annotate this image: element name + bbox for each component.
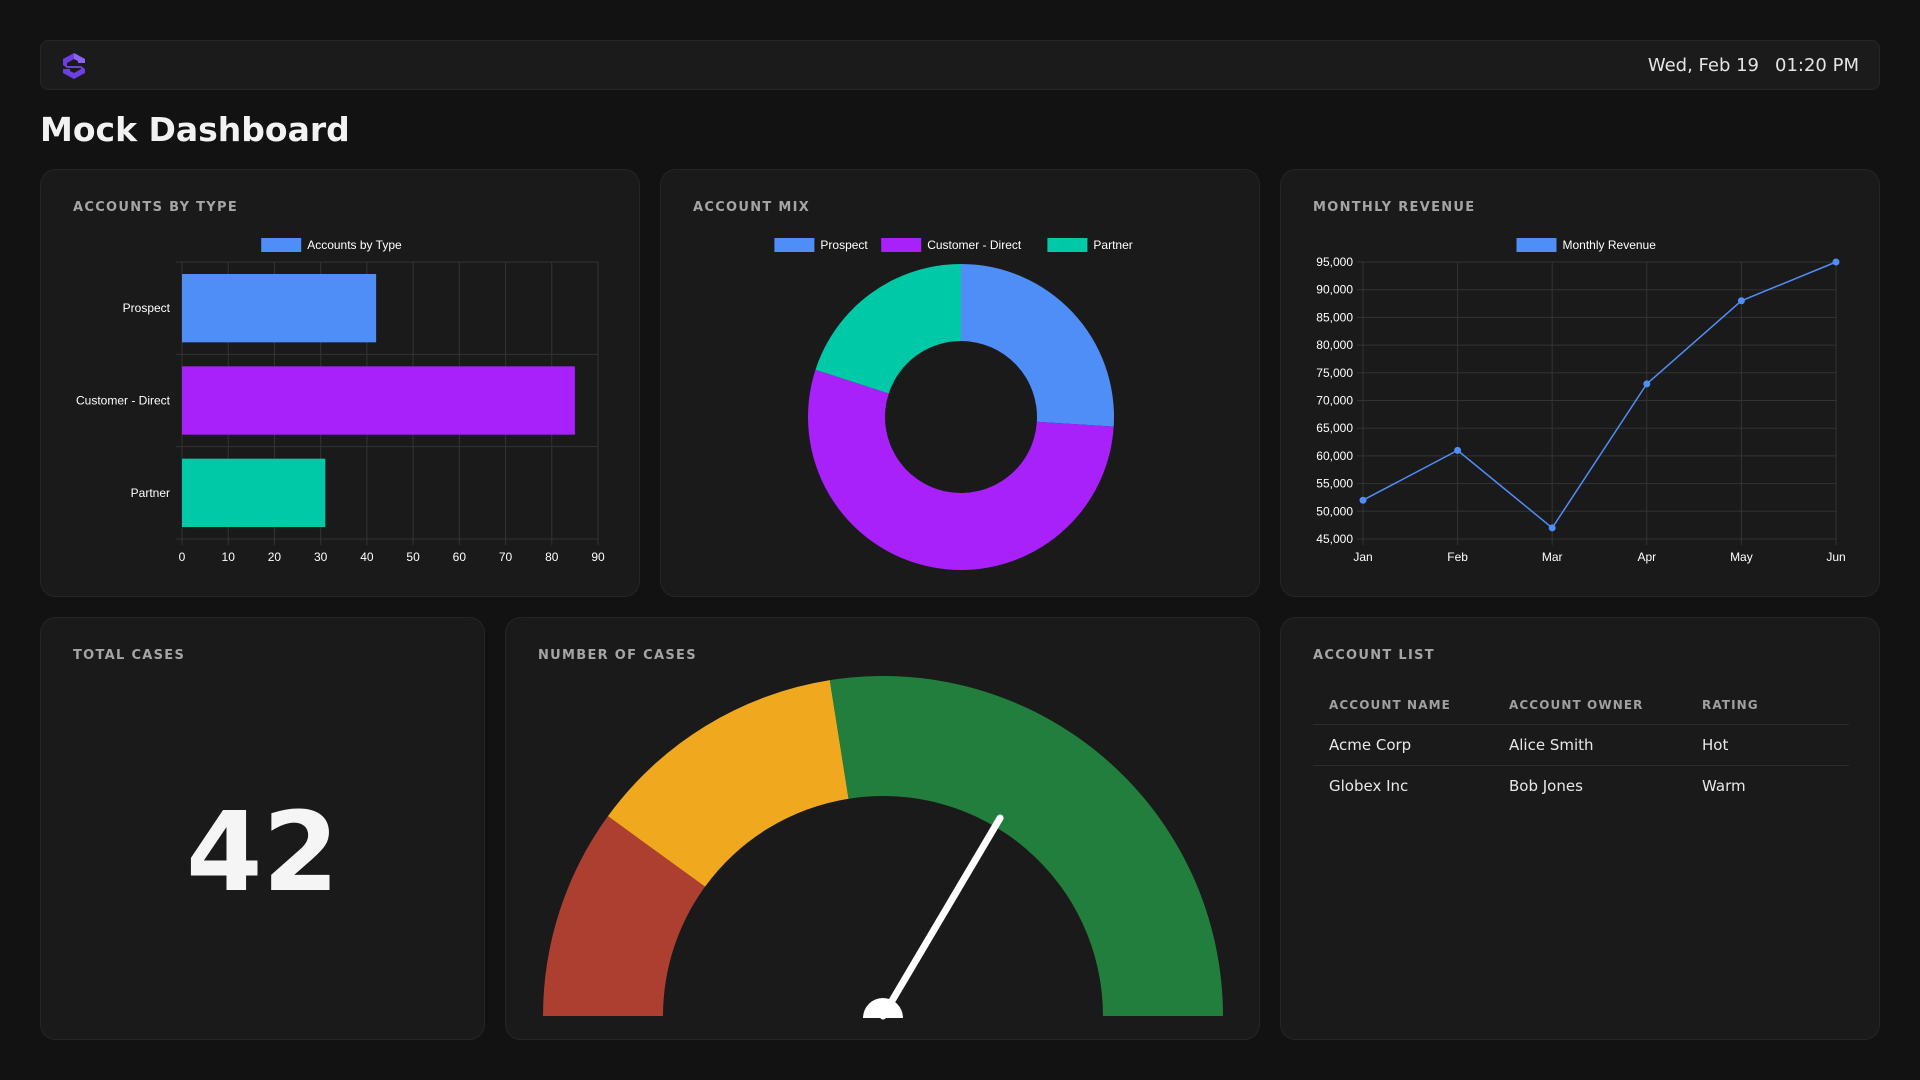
legend-label: Partner <box>1093 238 1132 252</box>
monthly-revenue-chart: Monthly Revenue 45,000 50,000 55,000 60,000 6… <box>1316 238 1846 564</box>
y-tick-label: 85,000 <box>1316 310 1353 324</box>
rating-cell: Hot <box>1686 724 1849 766</box>
column-header-account-name[interactable]: ACCOUNT NAME <box>1313 686 1493 725</box>
account-table: ACCOUNT NAME ACCOUNT OWNER RATING Acme C… <box>1313 686 1849 806</box>
legend-label: Prospect <box>820 238 868 252</box>
data-point <box>1832 258 1840 266</box>
y-tick-label: 65,000 <box>1316 421 1353 435</box>
legend-swatch <box>261 238 302 252</box>
card-title: MONTHLY REVENUE <box>1313 200 1476 215</box>
gauge-segment <box>829 676 1223 1016</box>
accounts-by-type-card: ACCOUNTS BY TYPE Accounts by Type 0 10 20 30… <box>40 169 640 597</box>
brand-logo-icon[interactable] <box>59 51 89 81</box>
gauge-needle-hub <box>863 998 903 1018</box>
legend-swatch <box>1047 238 1088 252</box>
data-point <box>1737 297 1745 305</box>
rating-cell: Warm <box>1702 777 1746 795</box>
x-tick-label: 50 <box>406 550 420 564</box>
x-tick-label: Jan <box>1353 550 1372 564</box>
data-point <box>1548 524 1556 532</box>
gauge-segment <box>543 816 706 1016</box>
account-owner-cell: Alice Smith <box>1493 724 1686 766</box>
date-time: Wed, Feb 19 01:20 PM <box>1648 55 1859 76</box>
x-tick-label: May <box>1730 550 1753 564</box>
series-line <box>1362 261 1837 530</box>
y-tick-label: Prospect <box>123 301 171 315</box>
current-time: 01:20 PM <box>1775 55 1859 76</box>
x-tick-label: 20 <box>268 550 282 564</box>
y-tick-label: 80,000 <box>1316 338 1353 352</box>
page-title: Mock Dashboard <box>40 110 350 149</box>
x-tick-label: Feb <box>1447 550 1468 564</box>
y-tick-label: 55,000 <box>1316 477 1353 491</box>
pie-slice <box>961 264 1114 427</box>
number-of-cases-card: NUMBER OF CASES <box>505 617 1260 1040</box>
x-tick-label: 70 <box>499 550 513 564</box>
account-name-cell: Acme Corp <box>1313 724 1493 766</box>
card-title: ACCOUNT MIX <box>693 200 811 215</box>
x-tick-label: 10 <box>222 550 236 564</box>
card-title: ACCOUNT LIST <box>1313 648 1435 663</box>
table-row[interactable]: Acme Corp Alice Smith Hot <box>1313 724 1849 766</box>
card-title: ACCOUNTS BY TYPE <box>73 200 239 215</box>
x-tick-label: 60 <box>453 550 467 564</box>
gauge-segment <box>607 680 849 887</box>
x-tick-label: 40 <box>360 550 374 564</box>
gauge-needle <box>879 814 1004 1020</box>
legend-swatch <box>881 238 922 252</box>
y-tick-label: Partner <box>131 486 170 500</box>
legend-label: Accounts by Type <box>307 238 402 252</box>
y-tick-label: 95,000 <box>1316 255 1353 269</box>
account-list-card: ACCOUNT LIST ACCOUNT NAME ACCOUNT OWNER … <box>1280 617 1880 1040</box>
x-tick-label: 0 <box>179 550 186 564</box>
current-date: Wed, Feb 19 <box>1647 55 1760 76</box>
column-header-account-owner[interactable]: ACCOUNT OWNER <box>1493 686 1686 725</box>
total-cases-card: TOTAL CASES 42 <box>40 617 485 1040</box>
y-tick-label: 75,000 <box>1316 366 1353 380</box>
card-title: NUMBER OF CASES <box>538 648 697 663</box>
cases-gauge <box>543 676 1223 1020</box>
account-name-cell: Globex Inc <box>1329 777 1409 795</box>
y-tick-label: 45,000 <box>1316 532 1353 546</box>
bar <box>182 366 575 435</box>
legend-swatch <box>774 238 815 252</box>
table-header-row: ACCOUNT NAME ACCOUNT OWNER RATING <box>1313 686 1849 725</box>
y-tick-label: 50,000 <box>1316 504 1353 518</box>
total-cases-value: 42 <box>185 788 340 916</box>
y-tick-label: 70,000 <box>1316 394 1353 408</box>
card-title: TOTAL CASES <box>73 648 186 663</box>
table-row[interactable]: Globex Inc Bob Jones Warm <box>1313 766 1849 807</box>
pie-slice <box>808 369 1114 571</box>
y-tick-label: Customer - Direct <box>76 394 171 408</box>
accounts-by-type-chart: Accounts by Type 0 10 20 30 40 50 60 70 80 90 Prosp… <box>76 238 605 564</box>
account-owner-cell: Bob Jones <box>1509 777 1583 795</box>
account-mix-chart: Prospect Customer - Direct Partner <box>774 238 1133 571</box>
top-bar: Wed, Feb 19 01:20 PM <box>40 40 1880 90</box>
monthly-revenue-card: MONTHLY REVENUE Monthly Revenue 45,000 50,… <box>1280 169 1880 597</box>
legend-label: Monthly Revenue <box>1563 238 1657 252</box>
account-mix-card: ACCOUNT MIX Prospect Customer - Direct Par… <box>660 169 1260 597</box>
x-tick-label: 90 <box>591 550 605 564</box>
pie-slice <box>815 264 961 394</box>
bar <box>182 274 377 343</box>
x-tick-label: Mar <box>1542 550 1563 564</box>
y-tick-label: 60,000 <box>1316 449 1353 463</box>
x-tick-label: 30 <box>314 550 328 564</box>
column-header-rating[interactable]: RATING <box>1686 686 1849 725</box>
legend-label: Customer - Direct <box>927 238 1022 252</box>
data-point <box>1643 380 1651 388</box>
data-point <box>1454 446 1462 454</box>
x-tick-label: 80 <box>545 550 559 564</box>
x-tick-label: Jun <box>1826 550 1845 564</box>
data-point <box>1359 496 1367 504</box>
y-tick-label: 90,000 <box>1316 283 1353 297</box>
legend-swatch <box>1516 238 1557 252</box>
x-tick-label: Apr <box>1637 550 1656 564</box>
bar <box>182 458 326 527</box>
